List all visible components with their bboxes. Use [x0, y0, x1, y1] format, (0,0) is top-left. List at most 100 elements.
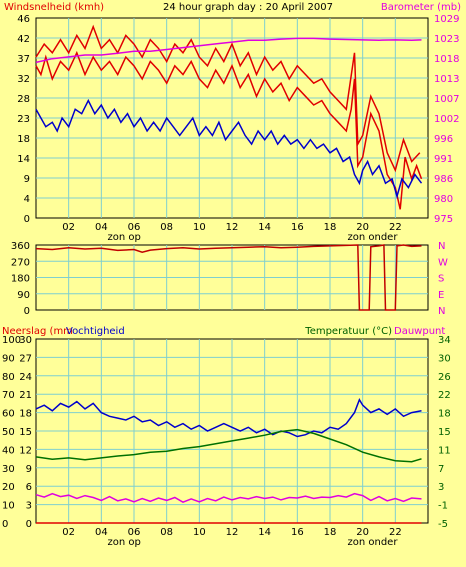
rain-y-tick-label: 9: [26, 464, 32, 475]
x-tick-label: 02: [62, 222, 75, 233]
humidity-y-tick-label: 20: [2, 482, 15, 493]
x-tick-label: 22: [389, 222, 402, 233]
x-tick-label: 02: [62, 527, 75, 538]
rain-y-tick-label: 12: [19, 445, 32, 456]
barometer-y-tick-label: 975: [434, 214, 453, 225]
sunrise-label: zon op: [108, 537, 141, 548]
x-tick-label: 06: [128, 527, 141, 538]
temperature-y-tick-label: 30: [438, 353, 451, 364]
humidity-y-tick-label: 30: [2, 464, 15, 475]
wind-axis-title: Windsnelheid (kmh): [4, 2, 104, 13]
rain-y-tick-label: 3: [26, 501, 32, 512]
direction-y-tick-label: 360: [11, 241, 30, 252]
dewpoint-line: [35, 492, 422, 504]
direction-y-tick-label: 90: [17, 290, 30, 301]
wind-y-tick-label: 32: [17, 74, 30, 85]
barometer-y-tick-label: 1013: [434, 74, 459, 85]
x-tick-label: 04: [95, 222, 108, 233]
temperature-axis-title: Temperatuur (°C): [304, 326, 392, 337]
humidity-y-tick-label: 0: [2, 519, 8, 530]
wind-y-tick-label: 42: [17, 34, 30, 45]
wind-direction-line: [35, 244, 422, 311]
temperature-y-tick-label: -1: [438, 501, 448, 512]
wind-y-tick-label: 14: [17, 154, 30, 165]
x-tick-label: 16: [291, 527, 304, 538]
x-tick-label: 12: [226, 222, 239, 233]
temperature-y-tick-label: 7: [438, 464, 444, 475]
temperature-line: [35, 428, 422, 463]
x-tick-label: 10: [193, 222, 206, 233]
rain-y-tick-label: 27: [19, 353, 32, 364]
barometer-y-tick-label: 996: [434, 134, 453, 145]
direction-y-tick-label: 270: [11, 257, 30, 268]
direction-y-tick-label: 0: [24, 306, 30, 317]
wind-y-tick-label: 37: [17, 54, 30, 65]
temperature-y-tick-label: 22: [438, 390, 451, 401]
wind-y-tick-label: 28: [17, 94, 30, 105]
rain-y-tick-label: 0: [26, 519, 32, 530]
compass-label: S: [438, 274, 444, 285]
x-tick-label: 06: [128, 222, 141, 233]
humidity-y-tick-label: 70: [2, 390, 15, 401]
wind-y-tick-label: 4: [24, 194, 30, 205]
compass-label: N: [438, 241, 445, 252]
temperature-y-tick-label: 18: [438, 409, 451, 420]
barometer-line: [35, 37, 422, 64]
temperature-y-tick-label: 34: [438, 335, 451, 346]
wind-y-tick-label: 23: [17, 114, 30, 125]
x-tick-label: 18: [324, 222, 337, 233]
humidity-y-tick-label: 60: [2, 409, 15, 420]
temperature-y-tick-label: 15: [438, 427, 451, 438]
compass-label: N: [438, 306, 445, 317]
dewpoint-axis-title: Dauwpunt: [394, 326, 445, 337]
humidity-y-tick-label: 50: [2, 427, 15, 438]
rain-y-tick-label: 24: [19, 372, 32, 383]
x-tick-label: 04: [95, 527, 108, 538]
direction-y-tick-label: 180: [11, 274, 30, 285]
temperature-y-tick-label: 26: [438, 372, 451, 383]
barometer-y-tick-label: 1023: [434, 34, 459, 45]
x-tick-label: 08: [160, 527, 173, 538]
x-tick-label: 20: [356, 222, 369, 233]
wind-speed-line: [35, 50, 423, 210]
humidity-y-tick-label: 80: [2, 372, 15, 383]
wind-average-line: [35, 98, 423, 200]
humidity-y-tick-label: 90: [2, 353, 15, 364]
sunset-label: zon onder: [347, 537, 398, 548]
wind-y-tick-label: 18: [17, 134, 30, 145]
barometer-y-tick-label: 980: [434, 194, 453, 205]
temperature-y-tick-label: 11: [438, 445, 451, 456]
humidity-axis-title: Vochtigheid: [66, 326, 125, 337]
barometer-y-tick-label: 986: [434, 174, 453, 185]
wind-y-tick-label: 46: [17, 14, 30, 25]
x-tick-label: 20: [356, 527, 369, 538]
rain-y-tick-label: 15: [19, 427, 32, 438]
x-tick-label: 16: [291, 222, 304, 233]
temperature-y-tick-label: 3: [438, 482, 444, 493]
x-tick-label: 08: [160, 222, 173, 233]
humidity-y-tick-label: 10: [2, 501, 15, 512]
rain-y-tick-label: 6: [26, 482, 32, 493]
wind-y-tick-label: 0: [24, 214, 30, 225]
barometer-y-tick-label: 1002: [434, 114, 459, 125]
barometer-y-tick-label: 1029: [434, 14, 459, 25]
barometer-axis-title: Barometer (mb): [381, 2, 461, 13]
x-tick-label: 14: [258, 222, 271, 233]
humidity-line: [35, 397, 422, 438]
temperature-y-tick-label: -5: [438, 519, 448, 530]
x-tick-label: 10: [193, 527, 206, 538]
rain-y-tick-label: 21: [19, 390, 32, 401]
rain-y-tick-label: 30: [19, 335, 32, 346]
compass-label: E: [438, 290, 444, 301]
compass-label: W: [438, 257, 448, 268]
x-tick-label: 12: [226, 527, 239, 538]
graph-title: 24 hour graph day : 20 April 2007: [163, 2, 333, 13]
x-tick-label: 14: [258, 527, 271, 538]
barometer-y-tick-label: 991: [434, 154, 453, 165]
sunrise-label: zon op: [108, 232, 141, 243]
x-tick-label: 22: [389, 527, 402, 538]
wind-speed-line: [35, 24, 421, 173]
rain-y-tick-label: 18: [19, 409, 32, 420]
